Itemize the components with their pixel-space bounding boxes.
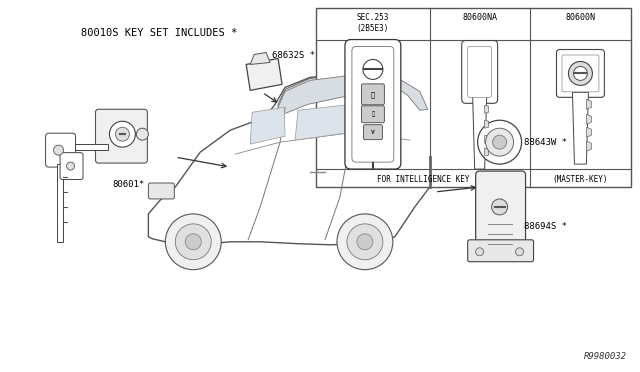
Circle shape [357,234,373,250]
FancyBboxPatch shape [461,41,498,103]
Polygon shape [484,148,488,156]
Text: 68632S *: 68632S * [272,51,315,61]
Text: 80601*: 80601* [113,180,145,189]
Text: 88643W *: 88643W * [524,138,566,147]
Polygon shape [586,99,591,109]
FancyBboxPatch shape [148,183,174,199]
Polygon shape [484,135,488,143]
Text: R9980032: R9980032 [584,352,627,361]
Circle shape [573,67,588,80]
Text: (MASTER-KEY): (MASTER-KEY) [553,175,608,184]
FancyBboxPatch shape [468,46,492,97]
Circle shape [337,214,393,270]
Circle shape [486,128,513,156]
FancyBboxPatch shape [60,153,83,180]
Polygon shape [295,104,352,140]
Polygon shape [148,73,438,245]
Circle shape [136,128,148,140]
Text: 🔓: 🔓 [371,112,374,117]
Circle shape [568,61,593,86]
FancyBboxPatch shape [95,109,147,163]
Circle shape [347,224,383,260]
Text: 88694S *: 88694S * [524,222,566,231]
FancyBboxPatch shape [364,125,382,140]
Circle shape [175,224,211,260]
Polygon shape [250,52,270,64]
Circle shape [186,234,201,250]
Circle shape [115,127,129,141]
Polygon shape [586,127,591,137]
Polygon shape [56,164,63,242]
FancyBboxPatch shape [476,171,525,251]
Text: 🔒: 🔒 [371,91,375,97]
Text: 80600NA: 80600NA [462,13,497,22]
Circle shape [363,60,383,79]
Polygon shape [70,144,108,150]
FancyBboxPatch shape [362,84,385,105]
Circle shape [492,199,508,215]
Polygon shape [586,141,591,151]
Text: SEC.253
(2B5E3): SEC.253 (2B5E3) [356,13,389,33]
FancyBboxPatch shape [362,106,385,123]
Polygon shape [278,74,358,114]
Circle shape [165,214,221,270]
Circle shape [493,135,507,149]
Circle shape [476,248,484,256]
Polygon shape [473,96,486,169]
Polygon shape [246,58,282,90]
Polygon shape [572,92,588,164]
Bar [316,8,631,187]
Circle shape [67,162,74,170]
FancyBboxPatch shape [562,55,599,92]
Circle shape [516,248,524,256]
Polygon shape [484,120,488,128]
Circle shape [54,145,63,155]
Polygon shape [484,105,488,113]
Text: 80010S KEY SET INCLUDES *: 80010S KEY SET INCLUDES * [81,28,237,38]
FancyBboxPatch shape [352,46,394,162]
FancyBboxPatch shape [45,133,76,167]
Polygon shape [250,107,285,144]
FancyBboxPatch shape [468,240,534,262]
Polygon shape [586,114,591,124]
Polygon shape [278,73,430,114]
FancyBboxPatch shape [557,49,604,97]
Text: 80600N: 80600N [565,13,595,22]
Text: FOR INTELLIGENCE KEY: FOR INTELLIGENCE KEY [376,175,469,184]
Polygon shape [396,79,428,110]
Circle shape [109,121,136,147]
Circle shape [477,120,522,164]
FancyBboxPatch shape [345,39,401,169]
